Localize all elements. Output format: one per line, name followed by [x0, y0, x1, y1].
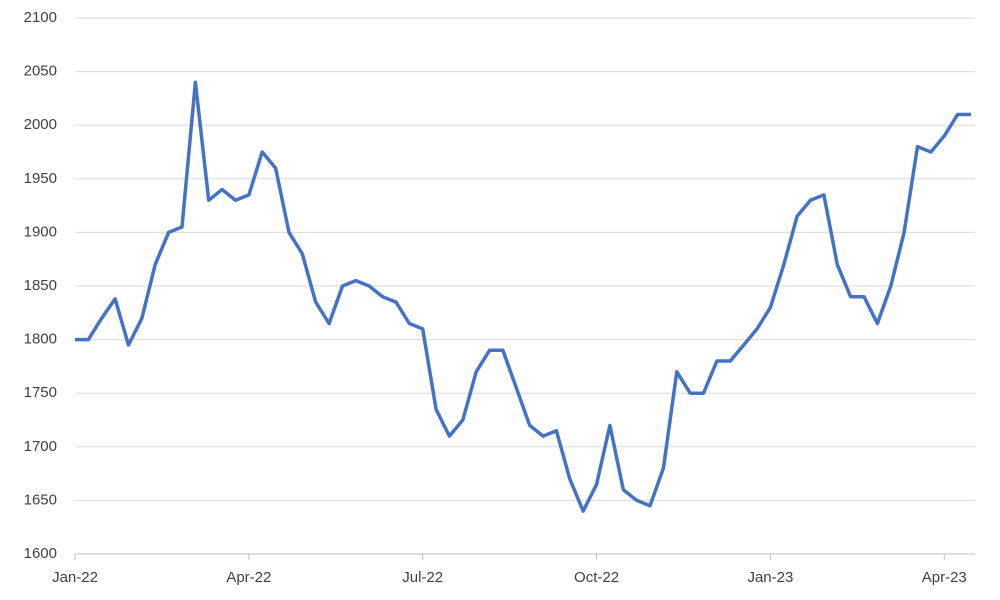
y-tick-label: 1800: [24, 331, 57, 348]
y-tick-label: 1900: [24, 223, 57, 240]
y-tick-label: 1600: [24, 545, 57, 562]
x-tick-label: Apr-22: [226, 569, 271, 586]
y-tick-label: 2000: [24, 116, 57, 133]
x-tick-label: Jan-22: [52, 569, 98, 586]
y-tick-label: 2050: [24, 63, 57, 80]
data-line: [75, 80, 971, 513]
y-tick-label: 1850: [24, 277, 57, 294]
x-tick-label: Oct-22: [574, 569, 619, 586]
y-tick-label: 1650: [24, 491, 57, 508]
x-tick-label: Apr-23: [922, 569, 967, 586]
x-tick-label: Jan-23: [747, 569, 793, 586]
y-tick-label: 2100: [24, 9, 57, 26]
x-tick-label: Jul-22: [402, 569, 443, 586]
y-tick-label: 1700: [24, 438, 57, 455]
y-tick-label: 1950: [24, 170, 57, 187]
y-tick-label: 1750: [24, 384, 57, 401]
